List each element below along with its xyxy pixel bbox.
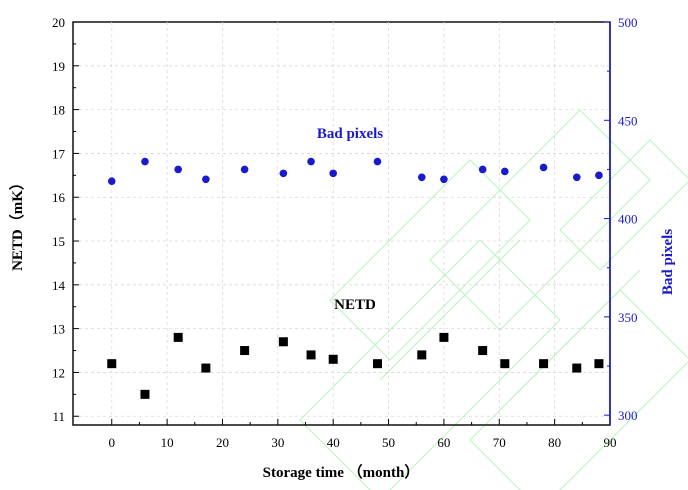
netd-point [372, 359, 382, 369]
series-label-netd: NETD [334, 297, 376, 313]
bad-pixels-point [572, 173, 581, 182]
bad-pixels-point [329, 169, 337, 178]
netd-point [478, 346, 488, 356]
bad-pixels-point [107, 177, 116, 186]
netd-point [328, 354, 338, 364]
bad-pixels-point [501, 167, 509, 176]
series-label-bad-pixels: Bad pixels [317, 126, 383, 142]
bad-pixels-point [440, 175, 448, 184]
y-right-tick-label: 300 [618, 408, 638, 423]
y-axis-left-title: NETD（mK） [8, 175, 26, 271]
bad-pixels-point [202, 175, 210, 184]
netd-point [278, 337, 288, 347]
y-left-tick-label: 13 [52, 322, 65, 337]
bad-pixels-point [417, 173, 426, 182]
x-tick-label: 40 [327, 435, 340, 450]
watermark [299, 109, 688, 490]
x-tick-label: 10 [161, 435, 174, 450]
x-tick-label: 50 [382, 435, 395, 450]
bad-pixels-point [478, 165, 487, 174]
netd-point [306, 350, 316, 360]
y-left-tick-label: 12 [52, 365, 65, 380]
x-tick-label: 20 [216, 435, 229, 450]
bad-pixels-point [595, 171, 603, 180]
x-tick-label: 30 [271, 435, 284, 450]
netd-point [500, 359, 510, 369]
y-left-tick-label: 14 [52, 278, 66, 293]
bad-pixels-point [373, 157, 382, 166]
netd-point [539, 359, 549, 369]
bad-pixels-point [279, 169, 288, 178]
y-right-tick-label: 500 [618, 15, 638, 30]
netd-point [572, 363, 582, 373]
x-tick-label: 90 [604, 435, 617, 450]
netd-point [173, 332, 183, 342]
netd-point [140, 389, 150, 399]
x-tick-label: 70 [493, 435, 506, 450]
bad-pixels-point [240, 165, 249, 174]
y-left-tick-label: 17 [52, 146, 66, 161]
x-axis-title: Storage time （month） [263, 463, 420, 481]
grid [73, 22, 610, 425]
y-left-tick-label: 11 [52, 409, 65, 424]
x-tick-label: 60 [437, 435, 450, 450]
y-left-tick-label: 18 [52, 103, 65, 118]
y-left-tick-label: 20 [52, 15, 65, 30]
y-right-tick-label: 400 [618, 212, 638, 227]
netd-point [201, 363, 211, 373]
bad-pixels-point [141, 157, 149, 166]
netd-point [594, 359, 604, 369]
netd-point [417, 350, 427, 360]
y-axis-right-title: Bad pixels [660, 229, 676, 295]
bad-pixels-point [307, 157, 315, 166]
x-axis: 0 10 20 30 40 50 60 70 80 90 [109, 419, 617, 450]
left-axis: 11 12 13 14 15 16 17 18 19 20 [52, 15, 79, 424]
netd-point [240, 346, 250, 356]
bad-pixels-point [174, 165, 182, 174]
y-right-tick-label: 350 [618, 310, 638, 325]
right-axis: 300 350 400 450 500 [604, 15, 638, 423]
y-left-tick-label: 16 [52, 190, 66, 205]
plot-frame [72, 21, 611, 426]
netd-point [107, 359, 117, 369]
x-tick-label: 80 [548, 435, 561, 450]
y-right-tick-label: 450 [618, 113, 638, 128]
y-left-tick-label: 19 [52, 59, 65, 74]
netd-point [439, 332, 449, 342]
y-left-tick-label: 15 [52, 234, 65, 249]
x-tick-label: 0 [109, 435, 116, 450]
series-layer [107, 157, 604, 399]
bad-pixels-point [539, 163, 548, 172]
